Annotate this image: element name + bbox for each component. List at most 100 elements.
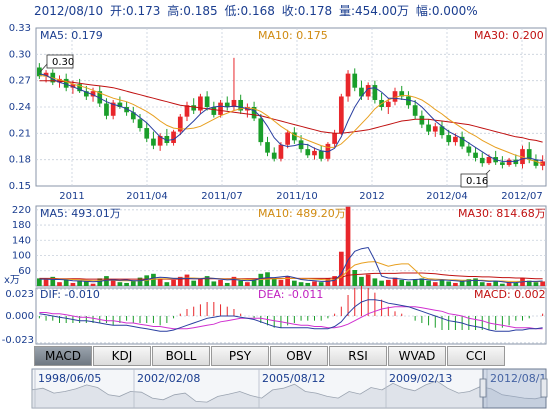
volume-bar xyxy=(198,278,203,286)
candle-body xyxy=(231,99,237,107)
price-ma5-line xyxy=(39,73,543,162)
timeline-right-handle[interactable] xyxy=(540,378,548,398)
quote-open-label: 开: xyxy=(110,4,127,18)
candle-body xyxy=(439,126,445,136)
volume-bar xyxy=(298,282,304,286)
tab-psy[interactable]: PSY xyxy=(211,346,269,366)
candle-body xyxy=(359,87,364,97)
volume-bar xyxy=(117,282,123,286)
volume-bar xyxy=(352,270,358,286)
volume-y-tick: 60 xyxy=(18,266,31,277)
volume-bar xyxy=(506,282,512,286)
tab-obv[interactable]: OBV xyxy=(270,346,328,366)
price-x-tick: 2011/07 xyxy=(201,191,243,202)
panel-frame xyxy=(35,205,547,287)
max-price-value: 0.30 xyxy=(52,57,74,68)
tab-rsi[interactable]: RSI xyxy=(329,346,387,366)
volume-bar xyxy=(177,276,183,286)
tab-macd[interactable]: MACD xyxy=(34,346,92,366)
quote-change-label: 幅: xyxy=(415,4,432,18)
volume-bar xyxy=(90,283,96,286)
macd-dea-line xyxy=(39,306,543,330)
timeline-navigator[interactable]: 1998/06/05 2002/02/08 2005/08/12 2009/02/13… xyxy=(31,368,548,409)
volume-bar xyxy=(251,279,257,286)
candle-body xyxy=(352,73,358,88)
candle-body xyxy=(473,152,478,158)
tab-wvad[interactable]: WVAD xyxy=(388,346,446,366)
candle-body xyxy=(298,140,304,150)
volume-bar xyxy=(406,281,411,286)
candle-body xyxy=(265,142,270,153)
volume-bar xyxy=(110,280,116,286)
macd-panel[interactable]: -0.023 0.000 0.023 xyxy=(2,285,547,346)
volume-y-tick: 220 xyxy=(12,205,31,216)
indicator-tabs: MACD KDJ BOLL PSY OBV RSI WVAD CCI xyxy=(34,346,506,366)
timeline-left-handle[interactable] xyxy=(479,378,487,398)
volume-panel[interactable]: 60 100 140 180 220 x万 xyxy=(4,205,547,287)
volume-bar xyxy=(338,251,344,286)
volume-bar xyxy=(63,279,69,286)
quote-low-label: 低: xyxy=(224,4,241,18)
candle-body xyxy=(459,136,465,147)
timeline-history-area xyxy=(31,380,547,409)
volume-bar xyxy=(325,278,331,286)
volume-bar xyxy=(359,276,364,286)
volume-bar xyxy=(372,278,378,286)
volume-bar xyxy=(164,282,170,286)
price-ma10-label: MA10: 0.175 xyxy=(258,29,328,42)
candle-body xyxy=(144,128,150,139)
candle-body xyxy=(372,85,378,100)
volume-bar xyxy=(412,279,418,286)
tab-cci[interactable]: CCI xyxy=(447,346,505,366)
volume-bar xyxy=(479,282,485,286)
price-x-tick: 2011 xyxy=(59,191,84,202)
price-panel[interactable]: 0.15 0.18 0.21 0.24 0.27 0.30 0.33 2011 2011/04 2… xyxy=(9,23,547,202)
candle-body xyxy=(345,73,351,97)
macd-y-tick: 0.000 xyxy=(5,311,34,322)
price-x-tick: 2012 xyxy=(359,191,384,202)
volume-bar xyxy=(151,273,156,286)
candle-body xyxy=(392,91,398,102)
timeline-date-label: 2005/08/12 xyxy=(262,372,325,385)
price-ma10-line xyxy=(39,74,543,165)
volume-bar xyxy=(533,282,539,286)
volume-bar xyxy=(385,279,391,286)
candle-body xyxy=(312,150,317,156)
candle-body xyxy=(164,135,170,143)
volume-bar xyxy=(540,281,545,286)
candle-body xyxy=(432,126,438,132)
price-ma5-label: MA5: 0.179 xyxy=(40,29,103,42)
candle-body xyxy=(285,132,290,145)
candle-body xyxy=(124,107,129,113)
volume-bar xyxy=(493,281,499,286)
candle-body xyxy=(57,78,62,83)
candle-body xyxy=(177,116,183,132)
volume-bar xyxy=(473,278,478,286)
candle-body xyxy=(453,136,458,143)
volume-bar xyxy=(70,282,76,286)
candle-body xyxy=(43,72,49,77)
tab-boll[interactable]: BOLL xyxy=(152,346,210,366)
tab-kdj[interactable]: KDJ xyxy=(93,346,151,366)
candle-body xyxy=(211,107,217,115)
candle-body xyxy=(238,99,244,111)
volume-bar xyxy=(184,274,190,286)
candle-body xyxy=(184,105,190,117)
macd-dea-label: DEA: -0.011 xyxy=(258,288,323,301)
quote-low: 0.168 xyxy=(240,4,275,18)
volume-bar xyxy=(271,278,277,286)
candle-body xyxy=(251,107,257,119)
quote-volume-label: 量: xyxy=(338,4,355,18)
timeline-window[interactable] xyxy=(482,368,547,409)
quote-date: 2012/08/10 xyxy=(34,4,104,18)
timeline-date-label: 1998/06/05 xyxy=(38,372,101,385)
macd-dif-line xyxy=(39,299,543,332)
volume-bar xyxy=(439,279,445,286)
price-y-tick: 0.30 xyxy=(9,49,31,60)
price-ma30-label: MA30: 0.200 xyxy=(474,29,544,42)
candle-body xyxy=(385,101,391,107)
volume-bar xyxy=(224,282,230,286)
quote-close-label: 收: xyxy=(281,4,298,18)
volume-bar xyxy=(500,283,505,286)
